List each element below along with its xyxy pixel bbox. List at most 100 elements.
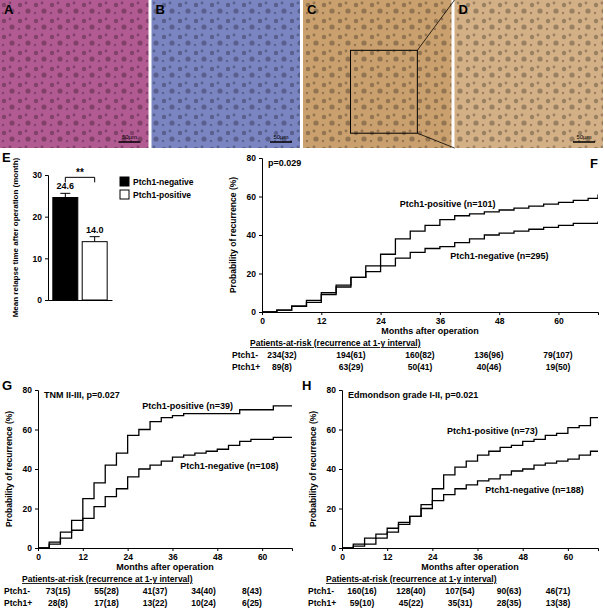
series-label: Ptch1-positive (n=73)	[447, 426, 538, 436]
axis-title: Probability of recurrence (%)	[308, 411, 318, 527]
figure-svg: A50μmB50μmCD50μm010203024.614.0**Ptch1-n…	[0, 0, 604, 616]
table-cell: 34(40)	[191, 586, 216, 596]
tick: 80	[23, 385, 38, 395]
panel-label: A	[4, 2, 14, 17]
table-cell: 17(18)	[94, 598, 119, 608]
tick-label: 12	[383, 552, 393, 562]
tick-label: 60	[23, 425, 33, 435]
tick-label: 80	[247, 153, 257, 163]
tick-mark	[259, 197, 262, 198]
tick-mark	[45, 217, 48, 218]
image-panel: C	[303, 0, 452, 148]
scale-bar	[270, 141, 292, 143]
axis: 01224364860	[260, 312, 598, 326]
tick-label: 40	[23, 464, 33, 474]
tick-label: 48	[213, 552, 223, 562]
axis-line	[35, 391, 39, 549]
table-cell: 55(28)	[94, 586, 119, 596]
tick: 0	[340, 548, 345, 562]
risk-table: Patients-at-risk (recurrence at 1-y inte…	[308, 574, 570, 608]
panel-label: E	[2, 150, 11, 165]
tick-label: 40	[247, 230, 257, 240]
legend-swatch	[120, 190, 129, 199]
tick: 20	[327, 504, 342, 514]
scale-bar	[573, 141, 595, 143]
tick: 24	[123, 548, 133, 562]
panel-label: D	[459, 2, 468, 17]
survival-curve	[38, 406, 292, 548]
tick-mark	[339, 469, 342, 470]
panel-label: H	[302, 378, 311, 393]
tick-mark	[381, 312, 382, 315]
tick-mark	[128, 548, 129, 551]
tick-mark	[339, 390, 342, 391]
tick: 80	[327, 385, 342, 395]
image-panel: D50μm	[455, 0, 604, 148]
tick: 48	[518, 548, 528, 562]
tick: 48	[213, 548, 223, 562]
table-cell: 35(31)	[448, 598, 473, 608]
row-label: Ptch1-	[4, 586, 30, 596]
scale-bar-label: 50μm	[273, 134, 288, 140]
series-label: Ptch1-positive (n=39)	[142, 401, 233, 411]
table-cell: 50(41)	[408, 362, 433, 372]
tick-label: 0	[36, 552, 41, 562]
data-label: 14.0	[86, 225, 104, 235]
tick: 60	[23, 425, 38, 435]
tick: 40	[247, 230, 262, 240]
tick-label: 20	[247, 269, 257, 279]
table-cell: 28(8)	[48, 598, 68, 608]
tick-mark	[558, 312, 559, 315]
axis-title: Months after operation	[116, 562, 214, 572]
tick: 20	[33, 212, 48, 222]
tick: 60	[247, 192, 262, 202]
tick-mark	[45, 175, 48, 176]
micrograph	[152, 0, 301, 148]
tick-label: 60	[247, 192, 257, 202]
tick-mark	[321, 312, 322, 315]
table-cell: 6(25)	[242, 598, 262, 608]
tick-label: 24	[123, 552, 133, 562]
tick-mark	[523, 548, 524, 551]
tick-label: 10	[33, 254, 43, 264]
panel-label: C	[307, 2, 317, 17]
table-cell: 10(24)	[191, 598, 216, 608]
tick-label: 40	[327, 464, 337, 474]
axis-title: Probability of recurrence (%)	[4, 411, 14, 527]
table-title: Patients-at-risk (recurrence at 1-y inte…	[22, 574, 193, 584]
error-bar	[60, 193, 70, 197]
tick-mark	[35, 469, 38, 470]
table-cell: 40(46)	[477, 362, 502, 372]
micrograph	[303, 0, 452, 148]
tick-label: 80	[327, 385, 337, 395]
table-cell: 90(63)	[497, 586, 522, 596]
tick-mark	[259, 312, 262, 313]
tick-mark	[259, 158, 262, 159]
annotation: **	[76, 167, 84, 178]
plot-area	[262, 195, 598, 312]
tick: 0	[260, 312, 265, 326]
tick-label: 20	[33, 212, 43, 222]
risk-table: Patients-at-risk (recurrence at 1-y inte…	[4, 574, 262, 608]
table-cell: 73(15)	[46, 586, 71, 596]
tick: 60	[554, 312, 564, 326]
axis-line	[339, 391, 343, 549]
tick-mark	[172, 548, 173, 551]
tick-label: 0	[331, 543, 336, 553]
plot-area	[38, 406, 292, 548]
tick-label: 60	[327, 425, 337, 435]
table-cell: 160(82)	[405, 350, 434, 360]
panel-label: B	[156, 2, 165, 17]
table-cell: 19(50)	[546, 362, 571, 372]
tick-label: 80	[23, 385, 33, 395]
tick: 0	[37, 295, 48, 305]
tick-mark	[387, 548, 388, 551]
tick: 60	[258, 548, 268, 562]
series-label: Ptch1-negative (n=108)	[180, 461, 278, 471]
inset-line	[417, 133, 454, 148]
tick-mark	[339, 509, 342, 510]
inset-line	[417, 0, 454, 50]
tick-label: 20	[23, 504, 33, 514]
legend-label: Ptch1-positive	[133, 190, 191, 200]
tick-label: 24	[428, 552, 438, 562]
